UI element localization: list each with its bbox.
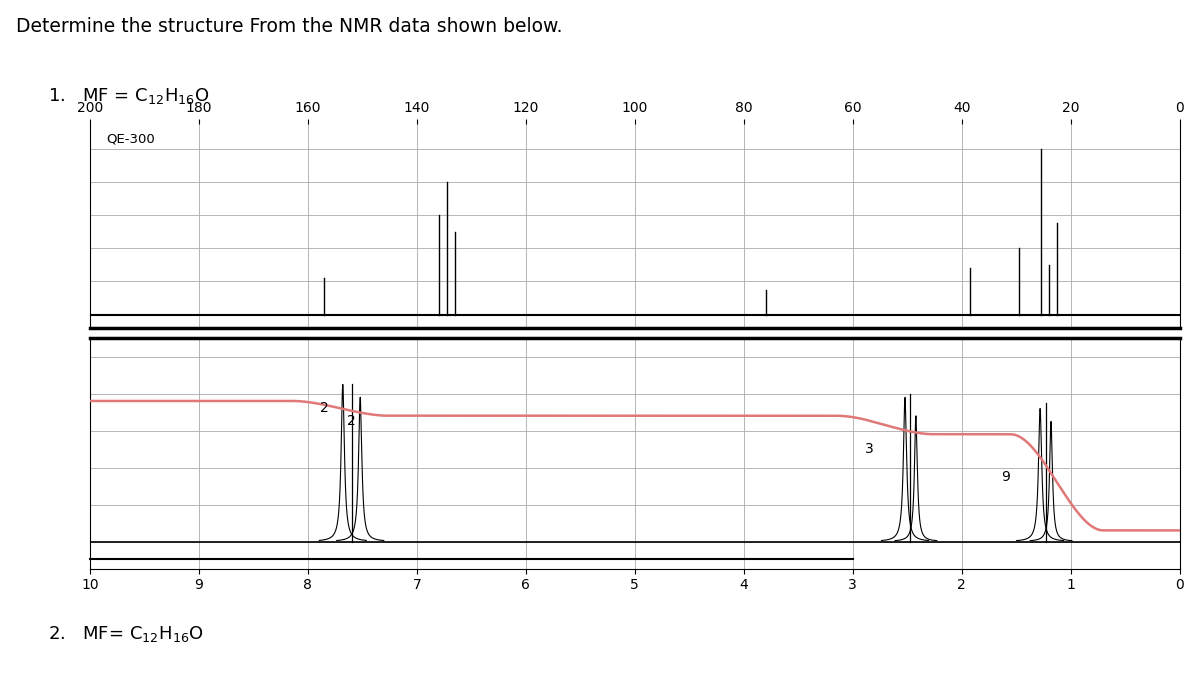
Text: 2: 2 — [320, 402, 329, 415]
Text: 1.   MF = C$_{12}$H$_{16}$O: 1. MF = C$_{12}$H$_{16}$O — [48, 86, 209, 106]
Text: 9: 9 — [1001, 470, 1009, 484]
Text: 2: 2 — [347, 414, 356, 428]
Text: QE-300: QE-300 — [107, 132, 155, 146]
Text: 3: 3 — [865, 442, 874, 456]
Text: Determine the structure From the NMR data shown below.: Determine the structure From the NMR dat… — [16, 17, 562, 37]
Text: 2.   MF= C$_{12}$H$_{16}$O: 2. MF= C$_{12}$H$_{16}$O — [48, 624, 204, 644]
